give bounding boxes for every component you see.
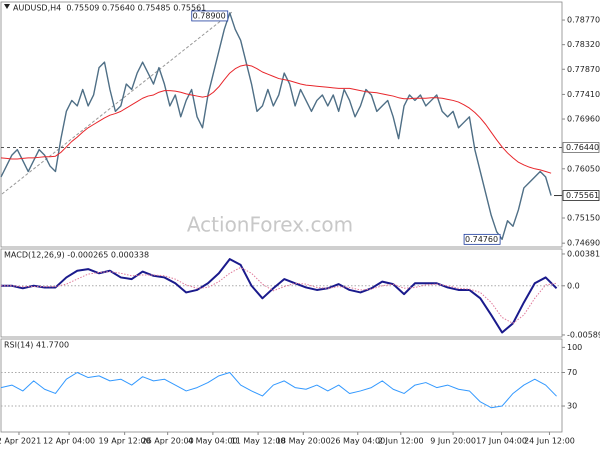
x-tick-label: 24 Jun 12:00 xyxy=(524,437,575,446)
last-price-box xyxy=(562,190,600,201)
level-label: 0.76440 xyxy=(566,143,599,152)
panel-frame xyxy=(0,248,563,338)
y-tick-label: 0.76050 xyxy=(567,164,600,173)
series-line xyxy=(0,64,552,174)
y-tick-label: -0.005895 xyxy=(567,330,600,339)
x-tick-label: 26 Apr 20:00 xyxy=(142,437,194,446)
annotation-box xyxy=(191,10,229,22)
panel-title: MACD(12,26,9) -0.000265 0.000338 xyxy=(4,251,149,260)
y-tick-label: 0.76960 xyxy=(567,115,600,124)
x-tick-label: 4 May 04:00 xyxy=(188,437,238,446)
series-line xyxy=(0,372,557,409)
x-tick-label: 2 Apr 2021 xyxy=(0,437,41,446)
panel-frame xyxy=(0,1,563,248)
panel-title: AUDUSD,H4 0.75509 0.75640 0.75485 0.7556… xyxy=(13,4,206,13)
y-tick-label: 30 xyxy=(567,402,577,411)
x-tick-label: 19 Apr 12:00 xyxy=(99,437,151,446)
trend-line xyxy=(1,11,233,195)
y-tick-label: 70 xyxy=(567,368,577,377)
level-label-box xyxy=(562,142,600,153)
y-tick-label: 0.78770 xyxy=(567,16,600,25)
y-tick-label: 0.77870 xyxy=(567,65,600,74)
x-tick-label: 9 Jun 20:00 xyxy=(430,437,476,446)
series-line xyxy=(1,258,558,334)
y-tick-label: 0.75150 xyxy=(567,214,600,223)
x-tick-label: 18 May 20:00 xyxy=(276,437,331,446)
y-tick-label: 0.78320 xyxy=(567,40,600,49)
panel-title: RSI(14) 41.7700 xyxy=(4,341,69,350)
panel-frame xyxy=(0,338,563,433)
y-tick-label: 0.74690 xyxy=(567,239,600,248)
series-line xyxy=(0,12,552,241)
y-tick-label: 0.003814 xyxy=(567,249,600,258)
x-tick-label: 12 Apr 04:00 xyxy=(43,437,95,446)
series-line xyxy=(1,266,557,324)
x-tick-label: 2 Jun 12:00 xyxy=(378,437,424,446)
annotation-box xyxy=(463,233,501,245)
watermark: ActionForex.com xyxy=(187,213,353,237)
x-tick-label: 26 May 04:00 xyxy=(330,437,385,446)
y-tick-label: 0.0 xyxy=(567,281,580,290)
x-tick-label: 17 Jun 04:00 xyxy=(476,437,527,446)
dropdown-icon xyxy=(4,4,10,9)
last-price-label: 0.75561 xyxy=(566,191,599,200)
y-tick-label: 100 xyxy=(567,343,582,352)
annotation-label: 0.74760 xyxy=(465,235,498,244)
x-tick-label: 11 May 12:00 xyxy=(231,437,286,446)
annotation-label: 0.78900 xyxy=(193,11,226,20)
y-tick-label: 0.77410 xyxy=(567,90,600,99)
